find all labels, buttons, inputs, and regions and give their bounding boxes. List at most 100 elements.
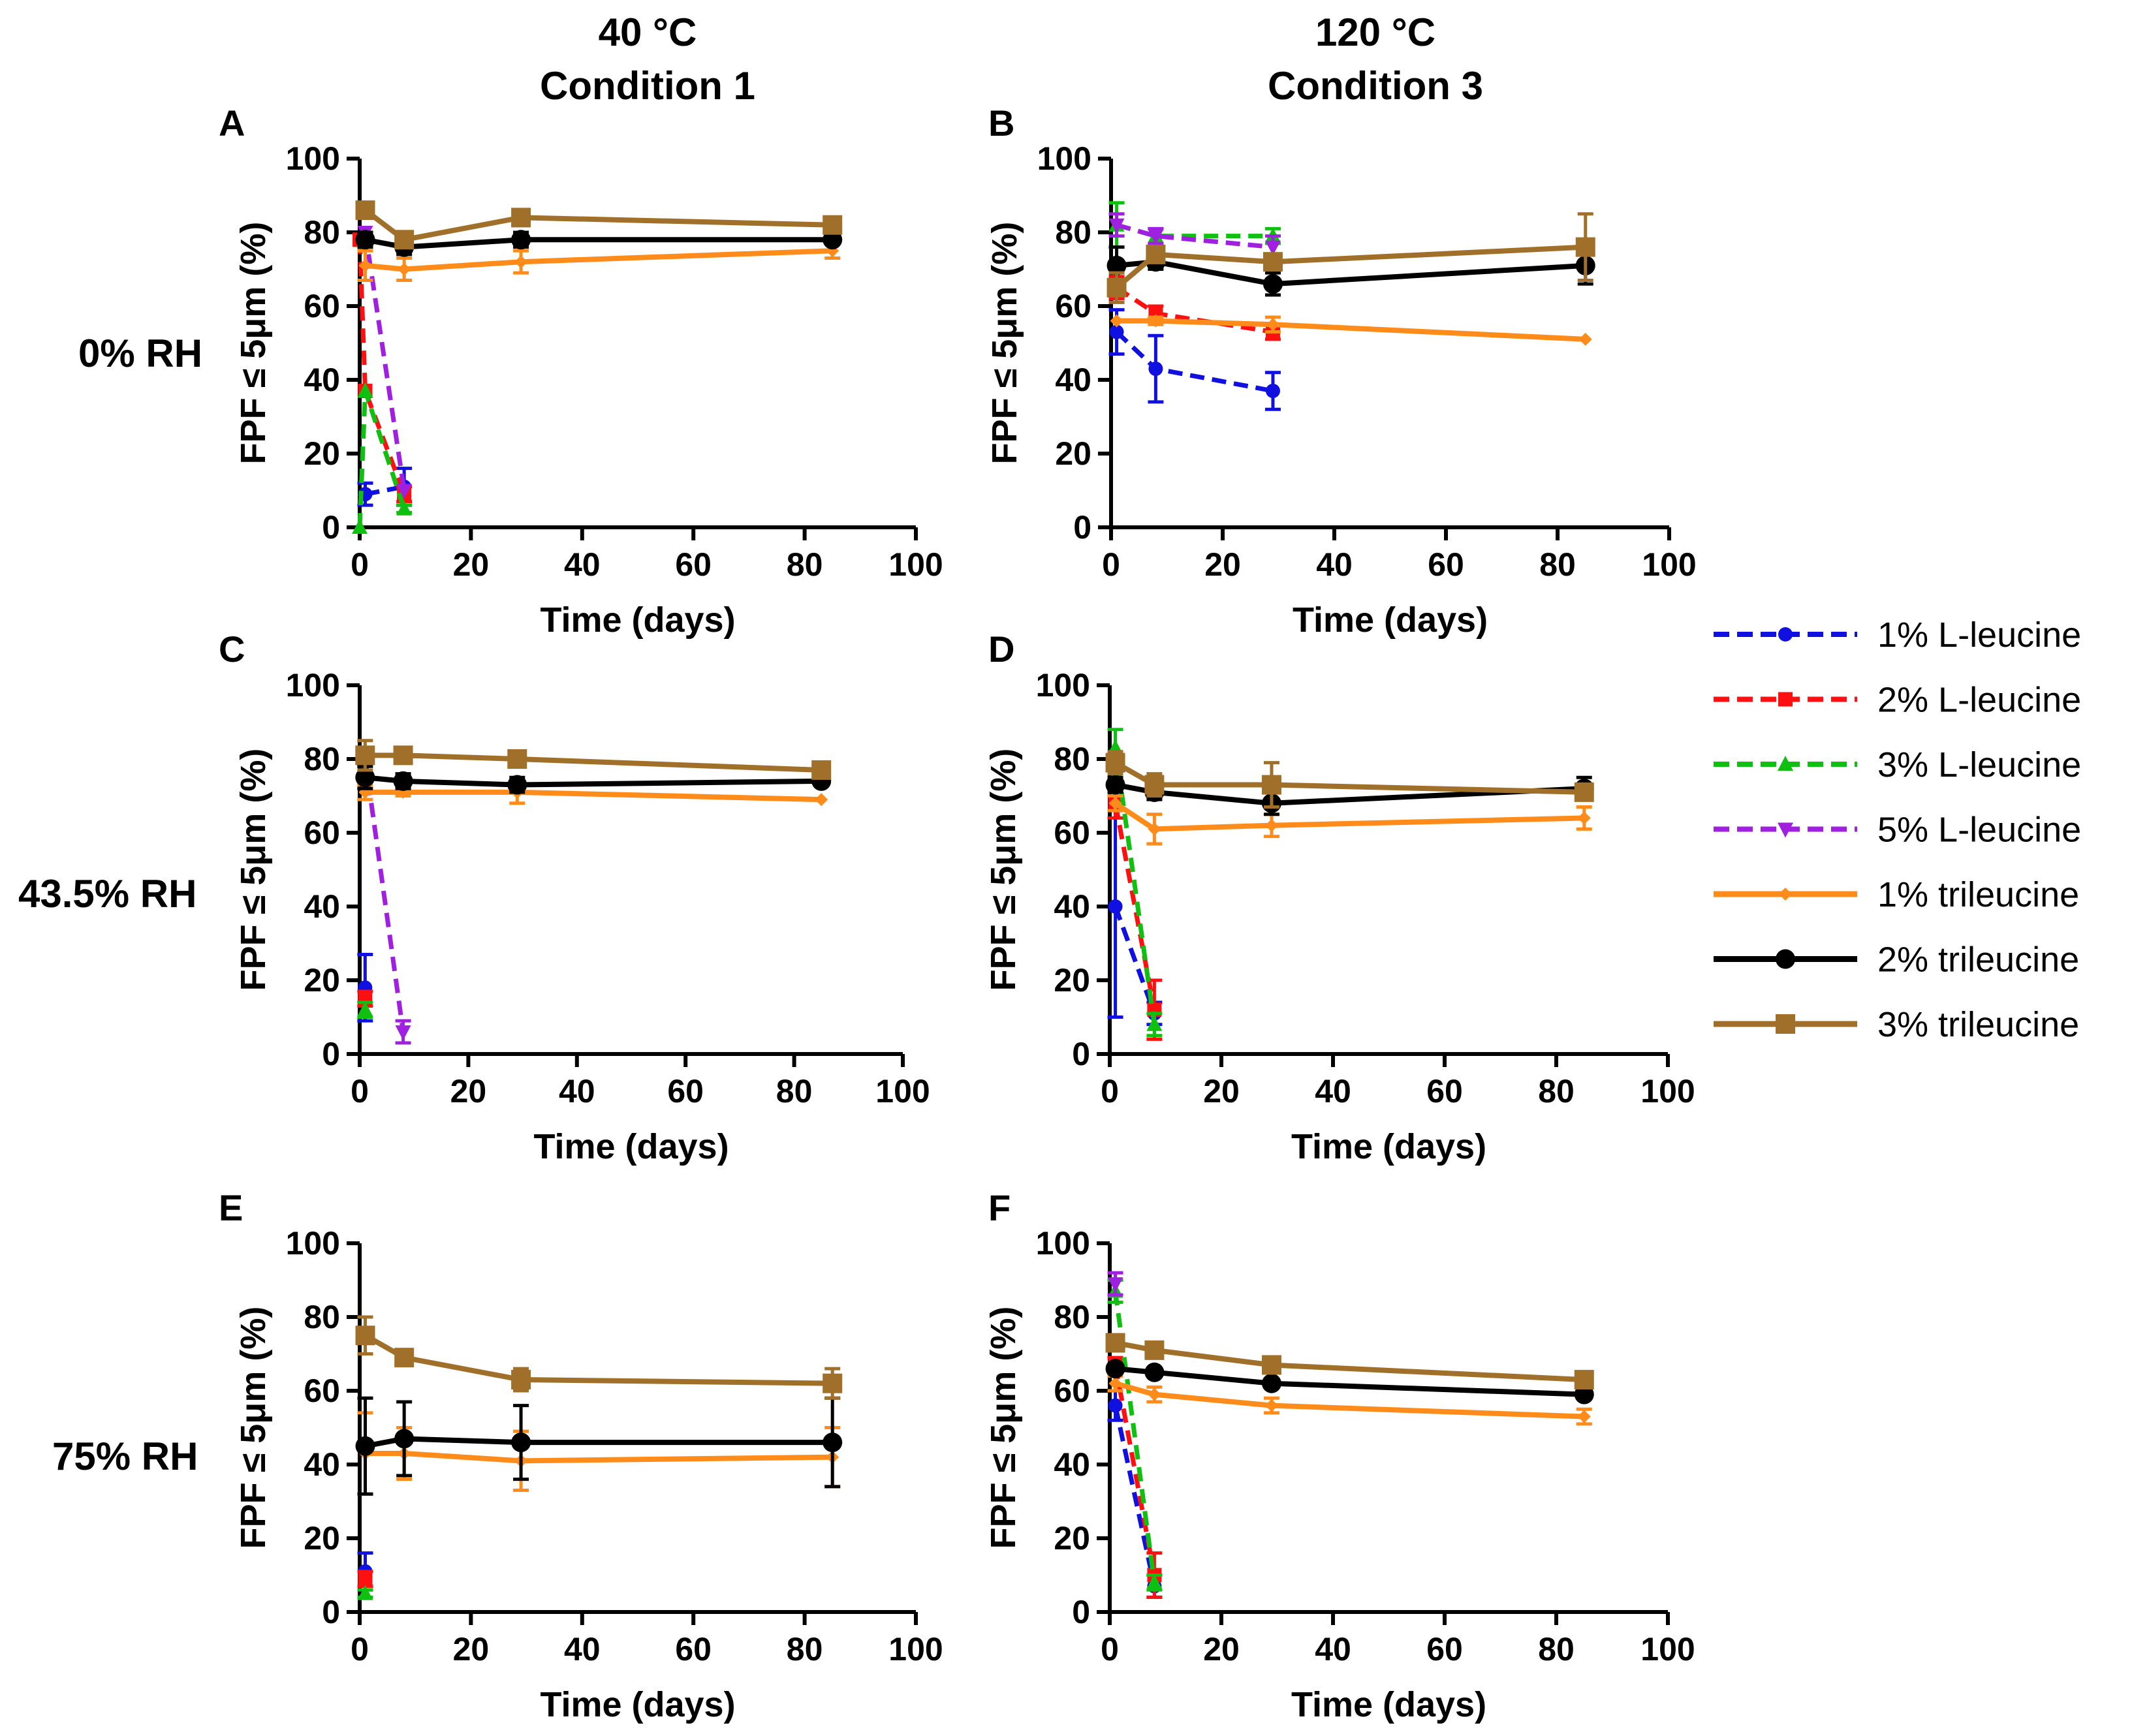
y-tick-label: 80	[304, 214, 340, 251]
chart-panel-a: A 0 20 40 60 80 100 0 20 40 60 80 100 Time (days) FPF …	[219, 102, 943, 640]
y-tick-label: 80	[304, 741, 340, 777]
data-point	[1574, 1370, 1594, 1390]
data-point	[1263, 252, 1283, 272]
legend-item: 3% trileucine	[1714, 1005, 2079, 1044]
x-tick-label: 20	[453, 546, 490, 583]
series-1-trileucine	[1110, 314, 1592, 346]
x-tick-label: 0	[1102, 546, 1120, 583]
chart-panel-e: E 0 20 40 60 80 100 0 20 40 60 80 100 Time (days) FPF …	[219, 1187, 943, 1724]
data-point	[1148, 1387, 1161, 1401]
legend-marker	[1778, 756, 1793, 771]
data-point	[811, 760, 832, 780]
series-line	[364, 1436, 833, 1449]
data-point	[1144, 1362, 1165, 1382]
data-point	[394, 1429, 415, 1449]
data-point	[1261, 1355, 1281, 1375]
x-tick-label: 100	[1640, 1073, 1695, 1109]
y-tick-label: 60	[304, 814, 340, 851]
x-tick-label: 40	[564, 1631, 601, 1667]
y-tick-label: 0	[322, 1036, 340, 1072]
series-2-l-leucine	[1108, 275, 1281, 341]
y-tick-label: 40	[304, 888, 340, 925]
series-line	[364, 775, 822, 788]
series-2-trileucine	[355, 764, 832, 795]
y-tick-label: 60	[1055, 288, 1091, 324]
data-point	[1266, 318, 1279, 332]
data-point	[1109, 324, 1124, 339]
y-tick-label: 100	[1036, 1225, 1090, 1262]
y-tick-label: 40	[1055, 362, 1091, 398]
series-line	[364, 237, 833, 250]
series-line	[1113, 803, 1157, 1010]
x-tick-label: 20	[450, 1073, 487, 1109]
y-axis-title: FPF ≤ 5μm (%)	[984, 1307, 1023, 1549]
data-point	[511, 230, 531, 250]
data-point	[815, 793, 828, 807]
data-point	[1577, 811, 1591, 825]
data-point	[1574, 782, 1594, 802]
series-1-trileucine	[1107, 1374, 1592, 1426]
data-point	[357, 1585, 373, 1600]
data-point	[398, 262, 411, 276]
panel-letter: D	[988, 628, 1014, 670]
series-line	[365, 248, 833, 272]
series-3-l-leucine	[357, 1000, 373, 1019]
series-line	[1115, 330, 1274, 394]
data-point	[511, 208, 531, 228]
data-point	[355, 1436, 375, 1456]
x-tick-label: 60	[1428, 546, 1464, 583]
x-tick-label: 100	[1642, 546, 1696, 583]
data-point	[1261, 1373, 1281, 1393]
y-tick-label: 100	[1036, 667, 1090, 704]
data-point	[1149, 314, 1163, 328]
panel-letter: E	[219, 1187, 243, 1228]
legend-marker	[1776, 949, 1795, 969]
legend-label: 5% L-leucine	[1877, 811, 2081, 850]
data-point	[1264, 1399, 1278, 1412]
x-tick-label: 100	[888, 546, 943, 583]
legend-label: 3% L-leucine	[1877, 745, 2081, 784]
column-header-temp: 120 °C	[1315, 10, 1435, 54]
series-3-trileucine	[1105, 750, 1594, 809]
x-tick-label: 80	[787, 1631, 823, 1667]
data-point	[393, 745, 413, 766]
panels-group: A 0 20 40 60 80 100 0 20 40 60 80 100 Time (days) FPF …	[219, 102, 1697, 1724]
panel-letter: B	[988, 102, 1014, 144]
series-2-trileucine	[355, 1396, 843, 1496]
series-1-l-leucine	[1108, 308, 1281, 411]
series-line	[1114, 244, 1586, 290]
x-tick-label: 0	[1101, 1631, 1119, 1667]
legend: 1% L-leucine 2% L-leucine 3% L-leucine 5% L…	[1714, 615, 2081, 1044]
data-point	[352, 519, 368, 534]
series-line	[1114, 801, 1584, 832]
series-1-trileucine	[357, 241, 841, 282]
column-header-temp: 40 °C	[599, 10, 697, 54]
data-point	[823, 1433, 843, 1453]
column-header-left: 40 °C Condition 1	[540, 10, 755, 108]
data-point	[355, 767, 375, 788]
series-line	[1115, 1366, 1584, 1397]
x-tick-label: 40	[1315, 1073, 1351, 1109]
x-axis-title: Time (days)	[1291, 1127, 1486, 1166]
series-line	[364, 1333, 833, 1386]
x-tick-label: 80	[776, 1073, 813, 1109]
y-tick-label: 100	[286, 1225, 340, 1262]
data-point	[1144, 1340, 1165, 1360]
legend-item: 1% trileucine	[1714, 875, 2079, 914]
data-point	[823, 1373, 843, 1393]
chart-panel-c: C 0 20 40 60 80 100 0 20 40 60 80 100 Time (days) FPF …	[219, 628, 930, 1166]
x-tick-label: 100	[1640, 1631, 1695, 1667]
series-line	[1116, 223, 1274, 250]
data-point	[395, 1025, 411, 1041]
x-tick-label: 60	[675, 546, 712, 583]
series-line	[357, 240, 407, 495]
legend-label: 2% trileucine	[1877, 940, 2079, 980]
y-tick-label: 80	[1055, 214, 1091, 251]
x-tick-label: 80	[787, 546, 823, 583]
series-3-trileucine	[1106, 212, 1595, 304]
x-tick-label: 40	[1315, 1631, 1351, 1667]
data-point	[1578, 332, 1592, 346]
data-point	[1148, 229, 1164, 245]
legend-marker	[1778, 822, 1793, 838]
data-point	[1148, 822, 1161, 836]
